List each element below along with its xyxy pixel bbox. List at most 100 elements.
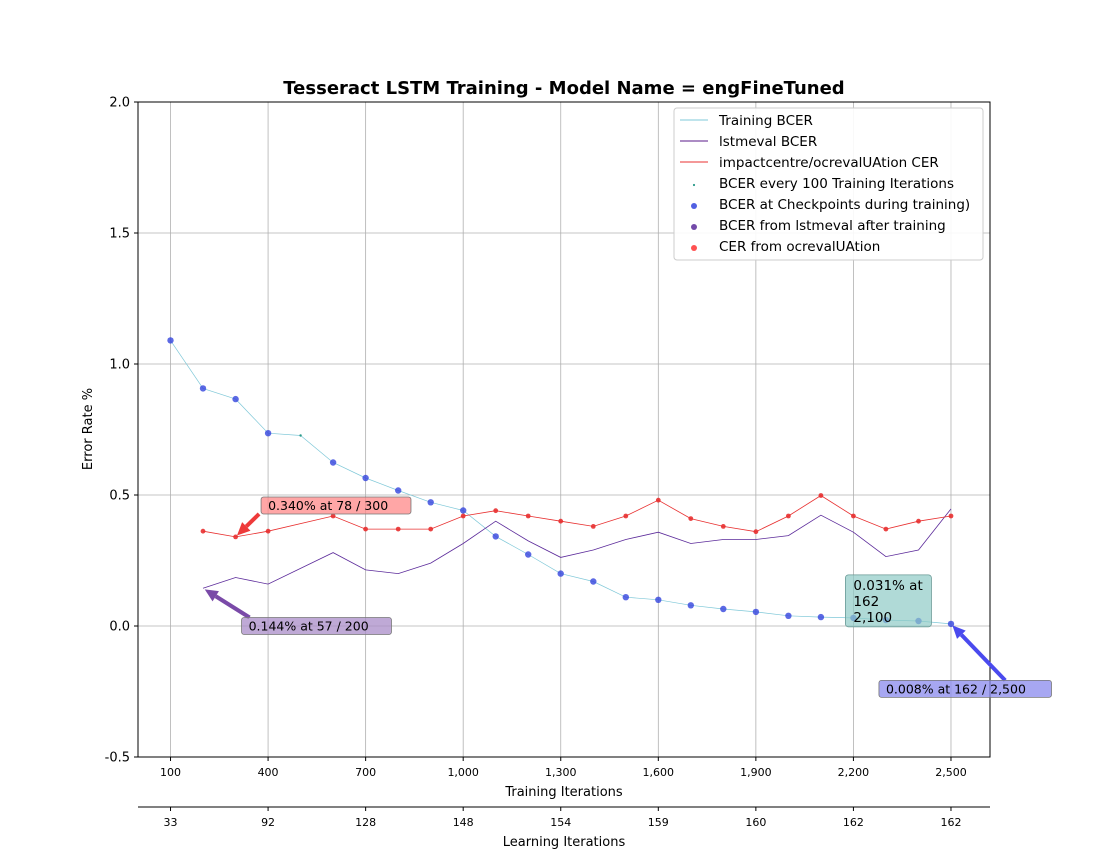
ocreval-point	[590, 524, 596, 529]
checkpoint-point	[264, 430, 272, 437]
x2-tick-label: 92	[261, 816, 275, 829]
checkpoint-point	[817, 613, 825, 621]
x-tick-label: 700	[355, 766, 376, 779]
checkpoint-point	[492, 533, 499, 540]
x-tick-label: 1,600	[643, 766, 675, 779]
y-axis-label: Error Rate %	[81, 388, 96, 470]
legend-label: BCER every 100 Training Iterations	[719, 176, 954, 192]
annotation: 0.340% at 78 / 300	[236, 496, 412, 536]
y-tick-label: 0.0	[109, 620, 130, 635]
x-tick-label: 400	[258, 766, 279, 779]
annotation-box	[241, 617, 392, 635]
x-axis-label: Training Iterations	[504, 785, 623, 800]
legend-label: Training BCER	[718, 113, 813, 129]
legend-label: impactcentre/ocrevalUAtion CER	[719, 155, 939, 171]
x-tick-label: 2,200	[838, 766, 870, 779]
legend-box	[673, 107, 984, 261]
y-tick-label: 1.5	[109, 227, 130, 242]
checkpoint-point	[557, 570, 564, 577]
ocreval-point	[623, 513, 629, 519]
ocreval-point	[753, 529, 759, 535]
ocreval-point	[428, 526, 434, 532]
x2-tick-label: 154	[550, 816, 571, 829]
annotation-text: 162	[853, 594, 879, 610]
legend-label: lstmeval BCER	[719, 134, 817, 150]
x-tick-label: 1,000	[447, 766, 479, 779]
legend-marker-swatch	[691, 245, 697, 251]
plot-frame	[137, 101, 991, 758]
chart-title: Tesseract LSTM Training - Model Name = e…	[283, 78, 844, 99]
ocreval-point	[655, 497, 661, 503]
legend-marker-swatch	[691, 203, 697, 209]
x2-tick-label: 148	[453, 816, 474, 829]
x2-tick-label: 160	[745, 816, 766, 829]
y-axis-ticks: 2.0 1.5 1.0 0.5 0.0 -0.5	[105, 96, 138, 766]
annotation-arrowhead	[236, 522, 251, 536]
checkpoint-point	[720, 605, 727, 613]
legend-label: BCER from lstmeval after training	[719, 218, 946, 234]
checkpoint-point	[655, 596, 662, 603]
x2-tick-label: 162	[940, 816, 961, 829]
ocreval-point	[200, 528, 206, 534]
checkpoint-point	[590, 578, 597, 585]
checkpoint-point	[622, 594, 629, 601]
y-tick-label: 0.5	[109, 489, 130, 504]
checkpoint-point	[785, 612, 792, 619]
ocreval-point	[493, 508, 499, 514]
ocreval-point	[233, 534, 239, 540]
checkpoint-point	[167, 337, 174, 344]
x2-tick-label: 128	[355, 816, 376, 829]
annotation-text: 0.008% at 162 / 2,500	[886, 681, 1026, 696]
training-100-point	[299, 434, 302, 437]
annotation-text: 0.144% at 57 / 200	[249, 619, 369, 634]
annotation-arrow	[244, 512, 261, 528]
ocreval-point	[525, 513, 531, 519]
ocreval-point	[883, 526, 889, 532]
x-axis-ticks: 100 400 700 1,000 1,300 1,600 1,900 2,200 2,500	[160, 757, 967, 779]
ocreval-point	[786, 513, 791, 519]
x-tick-label: 2,500	[935, 766, 967, 779]
checkpoint-point	[232, 395, 239, 403]
secondary-x-axis-ticks: 33 92 128 148 154 159 160 162 162	[164, 807, 961, 829]
annotations: 0.340% at 78 / 300 0.144% at 57 / 200 0.00…	[204, 496, 1052, 698]
checkpoint-point	[525, 551, 532, 558]
legend-label: BCER at Checkpoints during training)	[719, 197, 970, 213]
y-tick-label: 1.0	[109, 358, 130, 373]
x-tick-label: 1,300	[545, 766, 577, 779]
ocreval-point	[330, 513, 336, 519]
annotation: 0.144% at 57 / 200	[204, 589, 392, 635]
secondary-x-axis-label: Learning Iterations	[503, 835, 626, 850]
ocreval-point	[363, 526, 368, 532]
annotation: 0.031% at 162 2,100	[845, 574, 932, 628]
annotation-box	[878, 679, 1052, 698]
annotation-text: 0.340% at 78 / 300	[268, 498, 388, 513]
checkpoint-point	[460, 507, 467, 514]
annotation-arrow	[959, 633, 1007, 682]
annotation-arrow	[214, 594, 251, 620]
checkpoint-point	[395, 487, 402, 494]
ocreval-point	[818, 493, 824, 498]
legend-label: CER from ocrevalUAtion	[719, 239, 880, 255]
checkpoint-point	[427, 499, 434, 506]
x2-tick-label: 159	[648, 816, 669, 829]
x2-tick-label: 33	[164, 816, 178, 829]
y-tick-label: 2.0	[109, 96, 130, 111]
x-tick-label: 100	[160, 766, 181, 779]
y-tick-label: -0.5	[105, 751, 130, 766]
ocreval-point	[688, 516, 694, 521]
ocreval-point	[460, 513, 466, 519]
ocreval-point	[558, 518, 564, 524]
legend-marker-swatch	[691, 224, 697, 230]
ocreval-point	[395, 526, 401, 532]
x2-tick-label: 162	[843, 816, 864, 829]
checkpoint-point	[362, 474, 369, 482]
checkpoint-point	[687, 602, 694, 609]
annotation: 0.008% at 162 / 2,500	[878, 625, 1052, 698]
legend: Training BCER lstmeval BCER impactcentre/o…	[673, 107, 984, 261]
annotation-text: 0.031% at	[853, 578, 922, 594]
checkpoint-point	[752, 608, 760, 616]
annotation-arrowhead	[204, 589, 219, 602]
ocreval-point	[851, 513, 856, 519]
annotation-text: 2,100	[853, 610, 892, 626]
